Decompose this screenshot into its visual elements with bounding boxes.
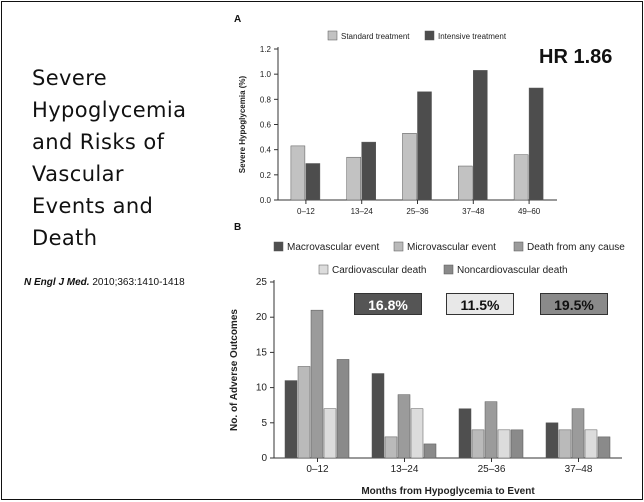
panel-label: A [234, 14, 241, 25]
y-tick-label: 0.8 [260, 95, 272, 104]
y-tick-label: 0.6 [260, 121, 272, 130]
bar [584, 429, 598, 459]
bar [473, 70, 488, 201]
legend-label: Noncardiovascular death [457, 265, 568, 276]
legend-swatch [424, 30, 435, 41]
bar [361, 141, 376, 201]
legend-label: Macrovascular event [287, 242, 379, 253]
legend-label: Microvascular event [407, 242, 496, 253]
percent-badge-death: 19.5% [540, 293, 608, 315]
legend-label: Death from any cause [527, 242, 625, 253]
bar [484, 401, 498, 459]
x-tick-label: 13–24 [351, 207, 374, 216]
bar [545, 422, 559, 459]
legend-label: Intensive treatment [438, 32, 507, 41]
bar [336, 359, 350, 459]
title-line: Events and [32, 194, 154, 218]
legend-swatch [318, 264, 329, 275]
x-tick-label: 25–36 [478, 464, 506, 475]
percent-badge-microvascular: 11.5% [446, 293, 514, 315]
percent-badge-macrovascular: 16.8% [354, 293, 422, 315]
bar [417, 91, 432, 201]
bar [423, 443, 437, 459]
bar [402, 133, 417, 201]
bar [371, 373, 385, 459]
bar [410, 408, 424, 459]
bar [346, 156, 361, 201]
y-tick-label: 0 [261, 453, 267, 464]
legend-swatch [513, 241, 524, 252]
bar [458, 165, 473, 201]
bar [571, 408, 585, 459]
bar [290, 145, 306, 201]
x-axis-label: Months from Hypoglycemia to Event [361, 486, 535, 497]
bar [458, 408, 472, 459]
bar [597, 436, 611, 459]
legend-swatch [327, 30, 338, 41]
title-line: Hypoglycemia [32, 98, 187, 122]
y-tick-label: 20 [256, 312, 268, 323]
x-tick-label: 49–60 [518, 207, 541, 216]
hazard-ratio-label: HR 1.86 [539, 46, 613, 68]
bar [323, 408, 337, 459]
bar [284, 380, 298, 459]
legend-swatch [443, 264, 454, 275]
title-line: Severe [32, 66, 108, 90]
bar [297, 366, 311, 459]
legend-label: Cardiovascular death [332, 265, 427, 276]
bar [397, 394, 411, 459]
legend-label: Standard treatment [341, 32, 410, 41]
x-tick-label: 0–12 [306, 464, 329, 475]
bar [310, 309, 324, 459]
legend-swatch [393, 241, 404, 252]
bar [471, 429, 485, 459]
bar [528, 87, 544, 201]
bar [558, 429, 572, 459]
bar [513, 154, 529, 201]
citation-details: 2010;363:1410-1418 [92, 277, 185, 288]
y-tick-label: 15 [256, 347, 268, 358]
citation: N Engl J Med. 2010;363:1410-1418 [24, 277, 185, 288]
bar [384, 436, 398, 459]
x-tick-label: 25–36 [406, 207, 429, 216]
x-tick-label: 37–48 [462, 207, 485, 216]
y-tick-label: 0.4 [260, 146, 272, 155]
title-line: and Risks of [32, 130, 165, 154]
y-tick-label: 25 [256, 277, 268, 288]
slide-title: Severe Hypoglycemia and Risks of Vascula… [32, 62, 232, 254]
bar [305, 163, 321, 201]
bar [510, 429, 524, 459]
y-tick-label: 5 [261, 418, 267, 429]
panel-label: B [234, 222, 241, 233]
y-tick-label: 0.0 [260, 196, 272, 205]
x-tick-label: 37–48 [565, 464, 593, 475]
legend-swatch [273, 241, 284, 252]
title-line: Death [32, 226, 98, 250]
title-line: Vascular [32, 162, 124, 186]
y-axis-label: No. of Adverse Outcomes [229, 309, 240, 431]
y-tick-label: 1.0 [260, 70, 272, 79]
x-tick-label: 0–12 [297, 207, 315, 216]
y-axis-label: Severe Hypoglycemia (%) [238, 75, 247, 173]
bar [497, 429, 511, 459]
citation-journal: N Engl J Med. [24, 277, 90, 288]
x-tick-label: 13–24 [391, 464, 419, 475]
y-tick-label: 1.2 [260, 45, 272, 54]
y-tick-label: 10 [256, 383, 268, 394]
y-tick-label: 0.2 [260, 171, 272, 180]
